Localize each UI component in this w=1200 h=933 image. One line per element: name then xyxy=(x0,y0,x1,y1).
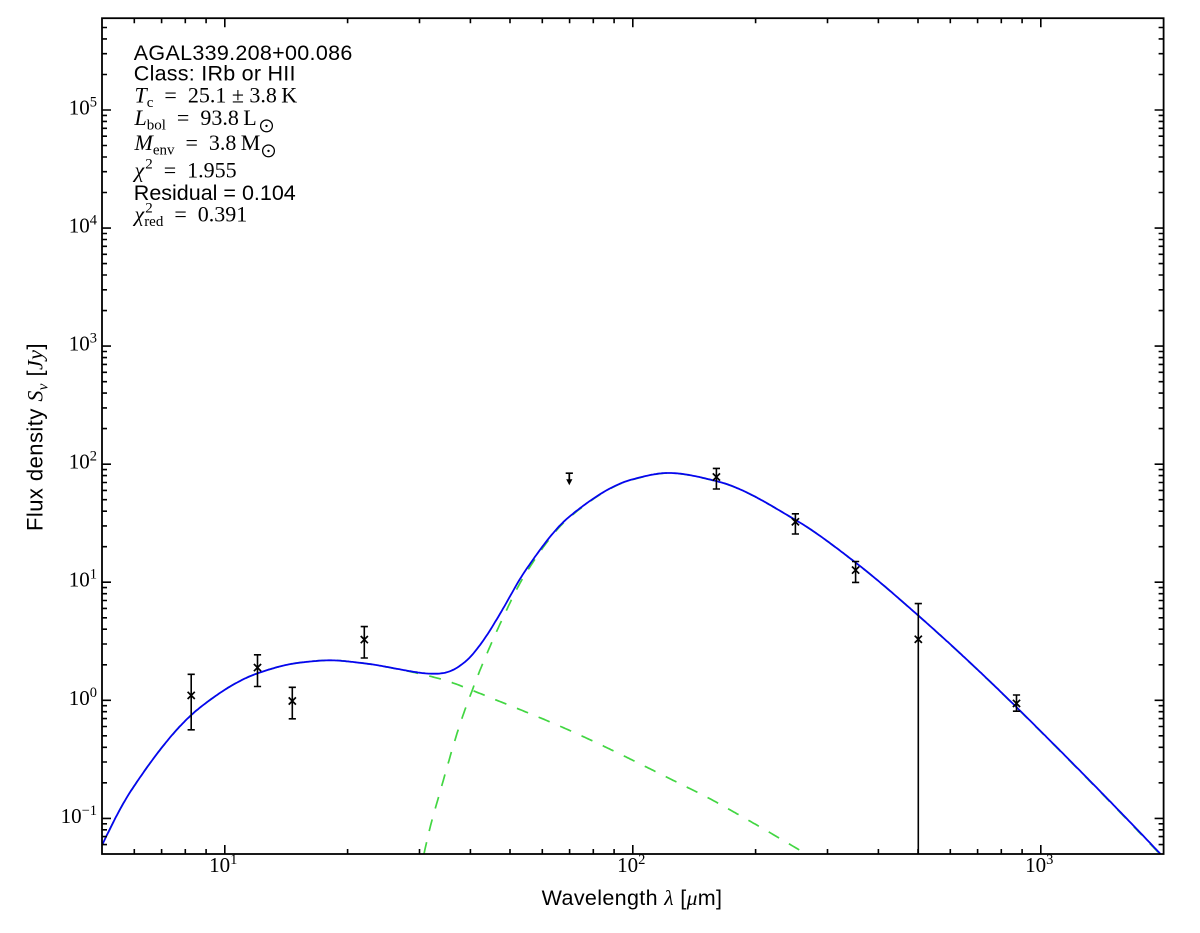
svg-text:101: 101 xyxy=(209,852,237,877)
svg-text:AGAL339.208+00.086: AGAL339.208+00.086 xyxy=(134,41,353,65)
svg-text:Flux density Sν [Jy]: Flux density Sν [Jy] xyxy=(23,343,52,531)
svg-text:Wavelength λ [μm]: Wavelength λ [μm] xyxy=(542,886,723,910)
svg-text:Residual = 0.104: Residual = 0.104 xyxy=(134,181,296,205)
svg-text:Tc = 25.1 ± 3.8 K: Tc = 25.1 ± 3.8 K xyxy=(135,83,298,112)
svg-text:Class: IRb or HII: Class: IRb or HII xyxy=(134,62,296,86)
svg-text:χ2 = 1.955: χ2 = 1.955 xyxy=(133,157,237,183)
svg-text:10−1: 10−1 xyxy=(61,803,97,828)
svg-text:Lbol = 93.8 L: Lbol = 93.8 L xyxy=(134,105,257,134)
svg-text:Menv = 3.8 M: Menv = 3.8 M xyxy=(134,130,261,159)
